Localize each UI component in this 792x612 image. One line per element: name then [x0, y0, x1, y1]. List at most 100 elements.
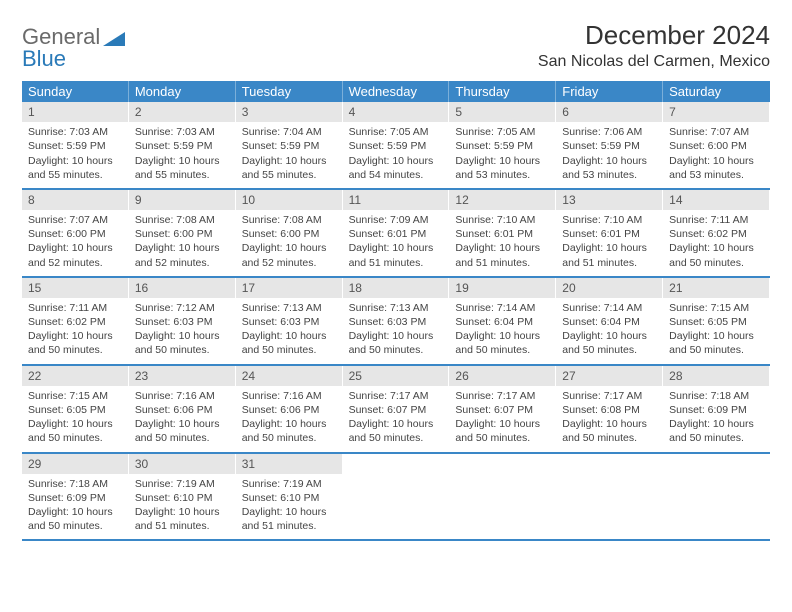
day-body: Sunrise: 7:05 AMSunset: 5:59 PMDaylight:…	[343, 122, 450, 188]
sunset-text: Sunset: 6:00 PM	[28, 227, 123, 241]
calendar-cell: 17Sunrise: 7:13 AMSunset: 6:03 PMDayligh…	[236, 278, 343, 364]
sunset-text: Sunset: 6:05 PM	[28, 403, 123, 417]
calendar-cell: 18Sunrise: 7:13 AMSunset: 6:03 PMDayligh…	[343, 278, 450, 364]
logo: General Blue	[22, 26, 125, 70]
sunrise-text: Sunrise: 7:10 AM	[455, 213, 550, 227]
calendar-cell: 28Sunrise: 7:18 AMSunset: 6:09 PMDayligh…	[663, 366, 770, 452]
daylight-text: Daylight: 10 hours and 50 minutes.	[135, 417, 230, 445]
calendar-cell-empty: .	[556, 454, 663, 540]
day-header-sunday: Sunday	[22, 81, 129, 102]
calendar-cell: 15Sunrise: 7:11 AMSunset: 6:02 PMDayligh…	[22, 278, 129, 364]
location-text: San Nicolas del Carmen, Mexico	[538, 53, 770, 71]
sunset-text: Sunset: 6:01 PM	[562, 227, 657, 241]
calendar-cell: 1Sunrise: 7:03 AMSunset: 5:59 PMDaylight…	[22, 102, 129, 188]
sunrise-text: Sunrise: 7:08 AM	[135, 213, 230, 227]
sunset-text: Sunset: 6:00 PM	[242, 227, 337, 241]
sunset-text: Sunset: 6:07 PM	[455, 403, 550, 417]
day-body: Sunrise: 7:10 AMSunset: 6:01 PMDaylight:…	[449, 210, 556, 276]
calendar-cell: 4Sunrise: 7:05 AMSunset: 5:59 PMDaylight…	[343, 102, 450, 188]
calendar-cell: 25Sunrise: 7:17 AMSunset: 6:07 PMDayligh…	[343, 366, 450, 452]
sunrise-text: Sunrise: 7:06 AM	[562, 125, 657, 139]
day-number: 17	[236, 278, 343, 298]
sunrise-text: Sunrise: 7:10 AM	[562, 213, 657, 227]
page-title: December 2024	[538, 20, 770, 51]
sunset-text: Sunset: 6:03 PM	[349, 315, 444, 329]
daylight-text: Daylight: 10 hours and 50 minutes.	[28, 505, 123, 533]
day-number: 28	[663, 366, 770, 386]
daylight-text: Daylight: 10 hours and 50 minutes.	[669, 417, 764, 445]
day-body: Sunrise: 7:18 AMSunset: 6:09 PMDaylight:…	[663, 386, 770, 452]
daylight-text: Daylight: 10 hours and 50 minutes.	[669, 241, 764, 269]
day-number: 22	[22, 366, 129, 386]
sunrise-text: Sunrise: 7:18 AM	[28, 477, 123, 491]
day-number: 5	[449, 102, 556, 122]
daylight-text: Daylight: 10 hours and 50 minutes.	[135, 329, 230, 357]
calendar-cell: 2Sunrise: 7:03 AMSunset: 5:59 PMDaylight…	[129, 102, 236, 188]
day-body: Sunrise: 7:03 AMSunset: 5:59 PMDaylight:…	[22, 122, 129, 188]
sunrise-text: Sunrise: 7:08 AM	[242, 213, 337, 227]
logo-triangle-icon	[103, 32, 125, 46]
sunset-text: Sunset: 6:00 PM	[669, 139, 764, 153]
day-header-row: Sunday Monday Tuesday Wednesday Thursday…	[22, 81, 770, 102]
sunset-text: Sunset: 6:01 PM	[455, 227, 550, 241]
calendar-cell: 20Sunrise: 7:14 AMSunset: 6:04 PMDayligh…	[556, 278, 663, 364]
title-block: December 2024 San Nicolas del Carmen, Me…	[538, 20, 770, 71]
daylight-text: Daylight: 10 hours and 53 minutes.	[455, 154, 550, 182]
daylight-text: Daylight: 10 hours and 51 minutes.	[562, 241, 657, 269]
daylight-text: Daylight: 10 hours and 50 minutes.	[242, 329, 337, 357]
sunrise-text: Sunrise: 7:17 AM	[562, 389, 657, 403]
day-body: Sunrise: 7:06 AMSunset: 5:59 PMDaylight:…	[556, 122, 663, 188]
day-body: Sunrise: 7:19 AMSunset: 6:10 PMDaylight:…	[236, 474, 343, 540]
sunrise-text: Sunrise: 7:15 AM	[28, 389, 123, 403]
sunset-text: Sunset: 6:10 PM	[242, 491, 337, 505]
calendar-cell: 6Sunrise: 7:06 AMSunset: 5:59 PMDaylight…	[556, 102, 663, 188]
day-number: 30	[129, 454, 236, 474]
sunrise-text: Sunrise: 7:11 AM	[669, 213, 764, 227]
day-body: Sunrise: 7:13 AMSunset: 6:03 PMDaylight:…	[343, 298, 450, 364]
day-body: Sunrise: 7:08 AMSunset: 6:00 PMDaylight:…	[236, 210, 343, 276]
sunrise-text: Sunrise: 7:05 AM	[349, 125, 444, 139]
calendar-cell: 10Sunrise: 7:08 AMSunset: 6:00 PMDayligh…	[236, 190, 343, 276]
day-number: 16	[129, 278, 236, 298]
sunset-text: Sunset: 6:06 PM	[242, 403, 337, 417]
calendar-cell: 5Sunrise: 7:05 AMSunset: 5:59 PMDaylight…	[449, 102, 556, 188]
sunrise-text: Sunrise: 7:19 AM	[242, 477, 337, 491]
sunset-text: Sunset: 6:01 PM	[349, 227, 444, 241]
daylight-text: Daylight: 10 hours and 50 minutes.	[562, 417, 657, 445]
calendar-cell: 23Sunrise: 7:16 AMSunset: 6:06 PMDayligh…	[129, 366, 236, 452]
sunrise-text: Sunrise: 7:17 AM	[349, 389, 444, 403]
calendar-cell: 19Sunrise: 7:14 AMSunset: 6:04 PMDayligh…	[449, 278, 556, 364]
daylight-text: Daylight: 10 hours and 53 minutes.	[562, 154, 657, 182]
sunset-text: Sunset: 6:06 PM	[135, 403, 230, 417]
sunset-text: Sunset: 5:59 PM	[455, 139, 550, 153]
calendar-cell: 24Sunrise: 7:16 AMSunset: 6:06 PMDayligh…	[236, 366, 343, 452]
calendar-cell: 3Sunrise: 7:04 AMSunset: 5:59 PMDaylight…	[236, 102, 343, 188]
day-number: 19	[449, 278, 556, 298]
day-number: 21	[663, 278, 770, 298]
daylight-text: Daylight: 10 hours and 52 minutes.	[135, 241, 230, 269]
day-number: 29	[22, 454, 129, 474]
day-body: Sunrise: 7:14 AMSunset: 6:04 PMDaylight:…	[556, 298, 663, 364]
sunset-text: Sunset: 6:03 PM	[242, 315, 337, 329]
day-header-thursday: Thursday	[449, 81, 556, 102]
calendar-cell: 9Sunrise: 7:08 AMSunset: 6:00 PMDaylight…	[129, 190, 236, 276]
day-body: Sunrise: 7:10 AMSunset: 6:01 PMDaylight:…	[556, 210, 663, 276]
sunrise-text: Sunrise: 7:14 AM	[455, 301, 550, 315]
sunrise-text: Sunrise: 7:14 AM	[562, 301, 657, 315]
day-number: 6	[556, 102, 663, 122]
daylight-text: Daylight: 10 hours and 50 minutes.	[455, 417, 550, 445]
day-number: 27	[556, 366, 663, 386]
sunset-text: Sunset: 6:07 PM	[349, 403, 444, 417]
sunset-text: Sunset: 6:09 PM	[669, 403, 764, 417]
calendar-cell-empty: .	[343, 454, 450, 540]
day-number: 2	[129, 102, 236, 122]
day-number: 1	[22, 102, 129, 122]
day-body: Sunrise: 7:17 AMSunset: 6:08 PMDaylight:…	[556, 386, 663, 452]
daylight-text: Daylight: 10 hours and 52 minutes.	[242, 241, 337, 269]
sunrise-text: Sunrise: 7:07 AM	[28, 213, 123, 227]
sunset-text: Sunset: 5:59 PM	[349, 139, 444, 153]
daylight-text: Daylight: 10 hours and 51 minutes.	[349, 241, 444, 269]
day-number: 23	[129, 366, 236, 386]
day-number: 10	[236, 190, 343, 210]
calendar-cell-empty: .	[449, 454, 556, 540]
